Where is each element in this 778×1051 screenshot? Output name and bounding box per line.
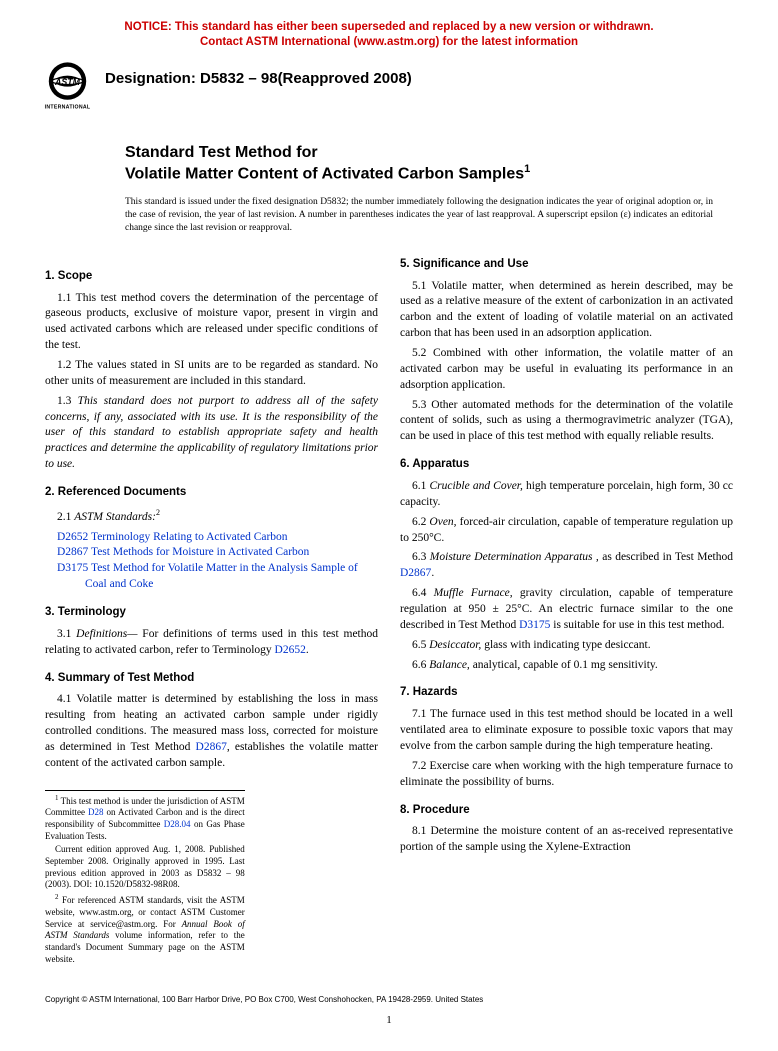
title-footnote-mark: 1 xyxy=(524,163,530,175)
section-4-head: 4. Summary of Test Method xyxy=(45,671,378,687)
designation-block: Designation: D5832 – 98(Reapproved 2008) xyxy=(105,58,412,87)
para-6-6: 6.6 Balance, analytical, capable of 0.1 … xyxy=(400,658,733,674)
footnote-1: 1 This test method is under the jurisdic… xyxy=(45,794,245,843)
issuance-note: This standard is issued under the fixed … xyxy=(125,196,713,234)
para-2-1: 2.1 ASTM Standards:2 xyxy=(45,507,378,526)
para-5-1: 5.1 Volatile matter, when determined as … xyxy=(400,279,733,342)
body-columns: 1. Scope 1.1 This test method covers the… xyxy=(45,257,733,966)
title-line1: Standard Test Method for xyxy=(125,144,318,161)
ref-item: D2652 Terminology Relating to Activated … xyxy=(45,530,378,546)
para-3-1: 3.1 Definitions— For definitions of term… xyxy=(45,627,378,659)
para-6-5: 6.5 Desiccator, glass with indicating ty… xyxy=(400,638,733,654)
para-6-2: 6.2 Oven, forced-air circulation, capabl… xyxy=(400,515,733,547)
link-d3175-b[interactable]: D3175 xyxy=(519,619,550,631)
para-5-3: 5.3 Other automated methods for the dete… xyxy=(400,398,733,446)
ref-link-d2867[interactable]: D2867 xyxy=(57,546,88,558)
para-5-2: 5.2 Combined with other information, the… xyxy=(400,346,733,394)
para-6-4: 6.4 Muffle Furnace, gravity circulation,… xyxy=(400,586,733,634)
section-6-head: 6. Apparatus xyxy=(400,457,733,473)
section-7-head: 7. Hazards xyxy=(400,685,733,701)
link-d2867-b[interactable]: D2867 xyxy=(400,567,431,579)
ref-item: D2867 Test Methods for Moisture in Activ… xyxy=(45,545,378,561)
para-7-2: 7.2 Exercise care when working with the … xyxy=(400,759,733,791)
copyright: Copyright © ASTM International, 100 Barr… xyxy=(45,995,733,1004)
section-8-head: 8. Procedure xyxy=(400,803,733,819)
footnotes: 1 This test method is under the jurisdic… xyxy=(45,790,245,966)
para-1-1: 1.1 This test method covers the determin… xyxy=(45,291,378,354)
link-d2867[interactable]: D2867 xyxy=(196,741,227,753)
para-1-3: 1.3 This standard does not purport to ad… xyxy=(45,394,378,473)
para-7-1: 7.1 The furnace used in this test method… xyxy=(400,707,733,755)
link-d28-04[interactable]: D28.04 xyxy=(164,819,191,829)
astm-logo-icon: ASTM INTERNATIONAL xyxy=(40,58,95,113)
link-d28[interactable]: D28 xyxy=(88,807,104,817)
reference-list: D2652 Terminology Relating to Activated … xyxy=(45,530,378,593)
footnote-2: 2 For referenced ASTM standards, visit t… xyxy=(45,893,245,965)
para-1-2: 1.2 The values stated in SI units are to… xyxy=(45,358,378,390)
para-4-1: 4.1 Volatile matter is determined by est… xyxy=(45,692,378,771)
ref-link-d3175[interactable]: D3175 xyxy=(57,562,88,574)
section-3-head: 3. Terminology xyxy=(45,605,378,621)
document-title: Standard Test Method for Volatile Matter… xyxy=(125,143,713,184)
ref-item: D3175 Test Method for Volatile Matter in… xyxy=(45,561,378,593)
title-line2: Volatile Matter Content of Activated Car… xyxy=(125,165,524,182)
para-6-3: 6.3 Moisture Determination Apparatus , a… xyxy=(400,550,733,582)
notice-banner: NOTICE: This standard has either been su… xyxy=(45,20,733,50)
page-number: 1 xyxy=(45,1014,733,1026)
section-1-head: 1. Scope xyxy=(45,269,378,285)
footnote-1b: Current edition approved Aug. 1, 2008. P… xyxy=(45,844,245,891)
notice-line1: NOTICE: This standard has either been su… xyxy=(124,21,653,33)
svg-text:ASTM: ASTM xyxy=(54,77,81,87)
header: ASTM INTERNATIONAL Designation: D5832 – … xyxy=(40,58,733,113)
para-6-1: 6.1 Crucible and Cover, high temperature… xyxy=(400,479,733,511)
page: NOTICE: This standard has either been su… xyxy=(0,0,778,1051)
notice-line2: Contact ASTM International (www.astm.org… xyxy=(200,36,578,48)
para-8-1: 8.1 Determine the moisture content of an… xyxy=(400,824,733,856)
ref-link-d2652[interactable]: D2652 xyxy=(57,531,88,543)
designation: Designation: D5832 – 98(Reapproved 2008) xyxy=(105,70,412,87)
section-5-head: 5. Significance and Use xyxy=(400,257,733,273)
section-2-head: 2. Referenced Documents xyxy=(45,485,378,501)
title-block: Standard Test Method for Volatile Matter… xyxy=(125,143,713,235)
link-d2652[interactable]: D2652 xyxy=(275,644,306,656)
svg-text:INTERNATIONAL: INTERNATIONAL xyxy=(45,104,91,110)
